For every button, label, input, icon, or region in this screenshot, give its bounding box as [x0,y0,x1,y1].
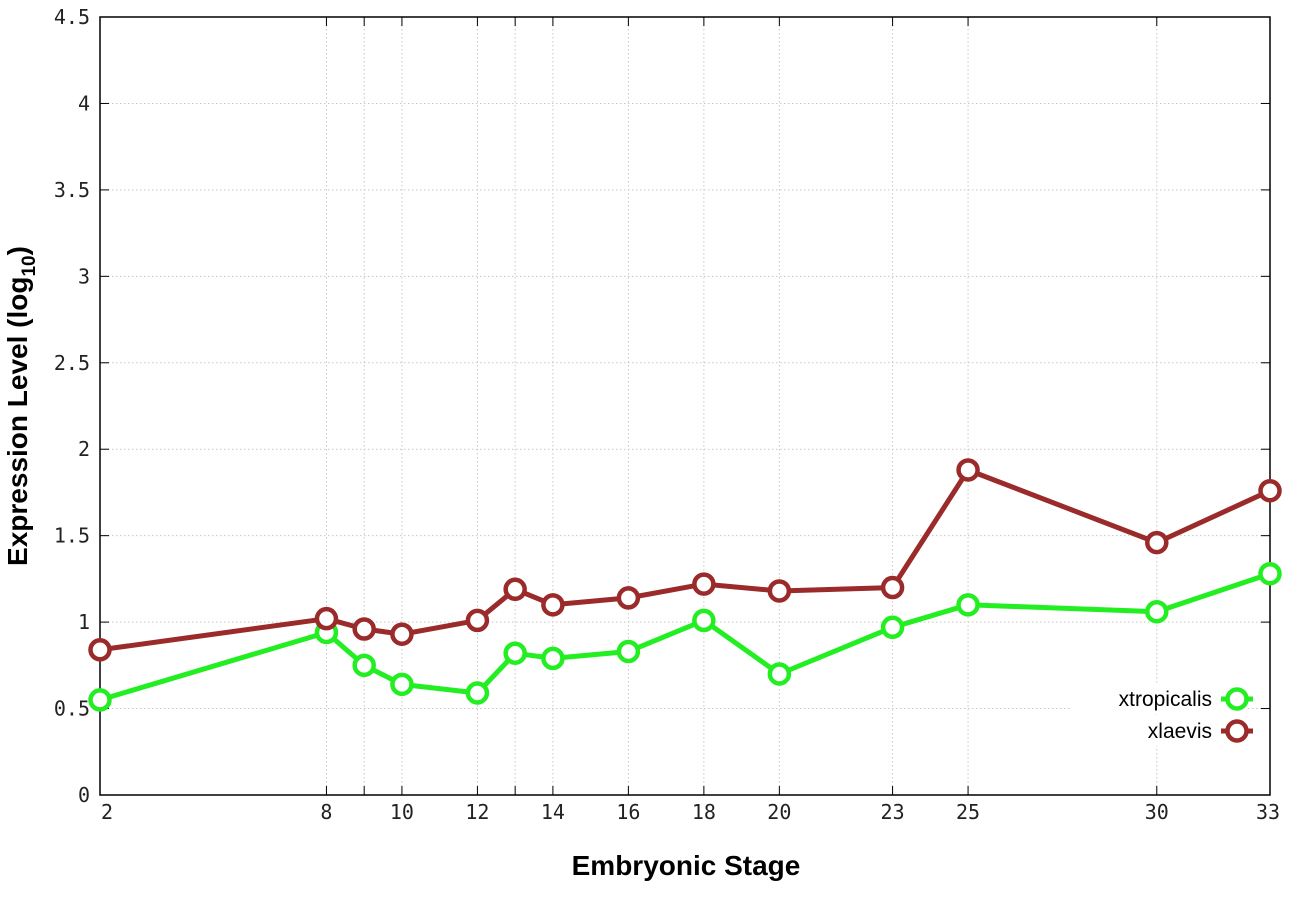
data-point [541,646,565,671]
legend-background [1070,684,1246,714]
y-tick-label: 0.5 [54,697,90,721]
data-point [465,681,490,705]
series-line-xlaevis [99,467,1272,653]
x-tick-label: 20 [767,800,791,824]
x-tick-label: 23 [881,800,905,824]
data-point [390,672,414,697]
data-point [616,639,641,664]
x-axis-title: Embryonic Stage [572,850,801,881]
data-point [767,579,792,603]
y-tick-label: 4.5 [54,5,90,29]
data-point [1258,561,1282,586]
grid [100,17,1270,795]
x-tick-label: 2 [101,800,113,824]
y-tick-label: 2.5 [54,351,90,375]
x-tick-label: 30 [1145,800,1169,824]
data-point [314,606,339,631]
y-axis-title: Expression Level (log10) [2,246,40,566]
legend-label: xtropicalis [1119,688,1212,711]
y-tick-label: 4 [78,91,90,115]
y-tick-label: 3 [78,264,90,288]
axis-ticks: 0 0.5 1 1.5 2 2.5 3 3.5 4 4.5 2 8 10 12 14 16 18 20 23 25 30… [54,5,1280,824]
data-point [503,577,527,602]
y-tick-label: 2 [78,437,90,461]
data-point [767,662,792,686]
series-xtropicalis [88,561,1282,712]
x-tick-label: 16 [616,800,640,824]
y-tick-label: 3.5 [54,178,90,202]
plot-frame [99,16,1271,796]
data-point [503,641,527,665]
y-axis-title-subscript: 10 [19,255,40,276]
series-line-xtropicalis [99,571,1271,703]
legend-item-xlaevis: xlaevis [1070,716,1253,746]
data-point [1145,599,1169,624]
data-point [352,617,376,641]
x-tick-label: 33 [1256,800,1280,824]
x-tick-label: 14 [541,800,565,824]
y-tick-label: 0 [78,783,90,807]
data-point [541,593,565,617]
series-xlaevis [88,458,1282,662]
data-point [880,575,905,600]
y-axis-title-close: ) [2,246,33,255]
data-point [1145,530,1169,555]
legend-swatch-marker [1225,719,1249,743]
data-point [1258,478,1282,503]
data-point [88,688,112,712]
legend: xtropicalis xlaevis [1070,684,1253,746]
data-point [465,608,490,633]
y-tick-label: 1.5 [54,524,90,548]
data-point [692,608,716,633]
legend-swatch-marker [1225,687,1249,711]
data-point [88,638,112,662]
x-tick-label: 18 [692,800,716,824]
data-point [390,622,414,646]
x-tick-label: 10 [390,800,414,824]
legend-item-xtropicalis: xtropicalis [1070,684,1253,714]
y-tick-label: 1 [78,610,90,634]
data-point [956,458,980,482]
series-layer [88,458,1282,712]
legend-label: xlaevis [1148,720,1212,743]
legend-background [1070,716,1246,746]
data-point [352,653,376,678]
data-point [616,586,641,610]
x-tick-label: 8 [320,800,332,824]
data-point [956,593,980,617]
x-tick-label: 12 [465,800,489,824]
y-axis-title-main: Expression Level (log [2,277,33,566]
data-point [692,572,716,596]
data-point [880,615,905,640]
x-tick-label: 25 [956,800,980,824]
